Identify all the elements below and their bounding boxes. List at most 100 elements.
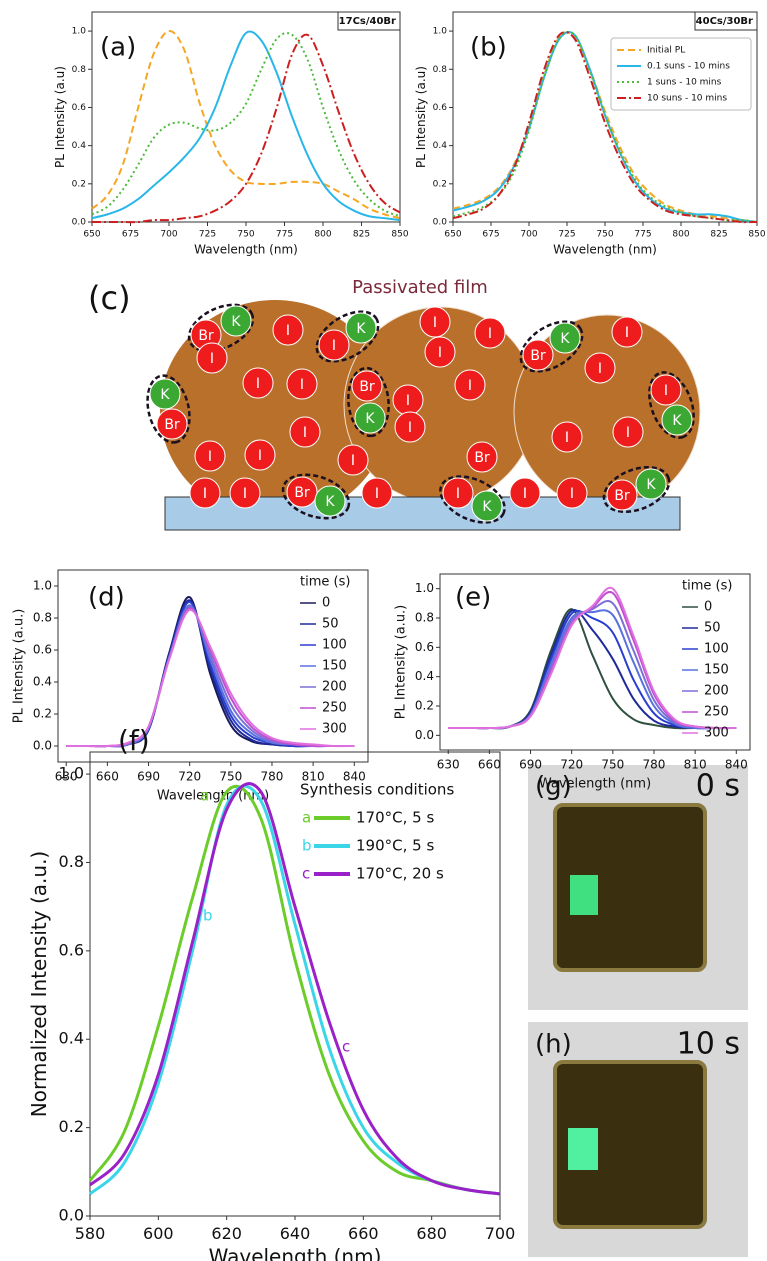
x-tick-label: 580: [75, 1224, 106, 1243]
y-tick-label: 0.8: [433, 65, 448, 75]
ion-label: I: [433, 315, 437, 331]
y-tick-label: 1.0: [59, 764, 84, 783]
y-tick-label: 0.2: [59, 1117, 84, 1136]
ion-label: K: [365, 411, 375, 427]
ion: [345, 312, 377, 344]
y-tick-label: 0.8: [33, 611, 52, 625]
photo: (h) 10 s: [528, 1022, 748, 1257]
ion: [229, 477, 261, 509]
legend-letter: c: [302, 865, 310, 883]
x-axis-label: Wavelength (nm): [209, 1245, 382, 1261]
ion: [194, 440, 226, 472]
series-line: [66, 609, 355, 748]
ion-label: I: [210, 351, 214, 367]
ion: [471, 490, 503, 522]
x-tick-label: 750: [219, 769, 242, 783]
panel-label: (b): [470, 33, 507, 63]
y-tick-label: 0.8: [415, 611, 434, 625]
photo-time: 0 s: [696, 769, 740, 804]
panel-label: (d): [88, 583, 125, 613]
ion: [361, 477, 393, 509]
x-tick-label: 750: [237, 230, 254, 240]
ion-label: I: [565, 430, 569, 446]
panel-label: (h): [535, 1030, 572, 1060]
ion-label: I: [570, 486, 574, 502]
y-axis-label: Normalized Intensity (a.u.): [27, 851, 51, 1117]
ion-label: I: [258, 448, 262, 464]
ion-label: I: [303, 425, 307, 441]
legend-title: time (s): [682, 579, 732, 594]
y-tick-label: 1.0: [33, 579, 52, 593]
plot-frame: [439, 573, 751, 751]
x-tick-label: 690: [137, 769, 160, 783]
y-axis-label: PL Intensity (a.u): [414, 66, 428, 168]
x-tick-label: 690: [519, 757, 542, 771]
ion-label: I: [256, 376, 260, 392]
y-tick-label: 0.0: [433, 218, 448, 228]
ion: [454, 369, 486, 401]
x-tick-label: 700: [485, 1224, 516, 1243]
y-tick-label: 0.4: [59, 1029, 84, 1048]
x-axis-label: Wavelength (nm): [194, 243, 298, 257]
ion-label: I: [332, 338, 336, 354]
legend-label: 50: [704, 621, 721, 636]
legend-label: 100: [704, 642, 729, 657]
series-line: [452, 31, 758, 223]
y-tick-label: 0.0: [72, 218, 87, 228]
annotation: 40Cs/30Br: [696, 16, 753, 27]
plot-frame: [57, 569, 369, 763]
legend-label: 250: [322, 701, 347, 716]
y-tick-label: 0.2: [33, 707, 52, 721]
ion: [156, 408, 188, 440]
ion-label: Br: [164, 417, 180, 433]
x-tick-label: 810: [302, 769, 325, 783]
x-tick-label: 840: [343, 769, 366, 783]
x-tick-label: 680: [416, 1224, 447, 1243]
ion-label: I: [456, 486, 460, 502]
ion-label: Br: [198, 328, 214, 344]
series-line: [91, 30, 401, 220]
legend-label: 190°C, 5 s: [356, 837, 434, 855]
ion: [337, 444, 369, 476]
x-tick-label: 675: [482, 230, 499, 240]
x-tick-label: 660: [478, 757, 501, 771]
ion-label: I: [408, 420, 412, 436]
x-tick-label: 800: [672, 230, 689, 240]
ion-pair-outline: [602, 465, 671, 514]
x-tick-label: 660: [348, 1224, 379, 1243]
y-tick-label: 0.6: [59, 940, 84, 959]
x-tick-label: 660: [96, 769, 119, 783]
series-line: [448, 599, 737, 730]
x-tick-label: 825: [710, 230, 727, 240]
ion-label: I: [523, 486, 527, 502]
x-tick-label: 775: [276, 230, 293, 240]
ion-pair-outline: [146, 374, 191, 444]
chart: 580 600 620 640 660 680 700 0.0 0.2 0.4 0.6 0.8 1.0 W…: [27, 724, 515, 1261]
ion: [556, 477, 588, 509]
ion-label: I: [468, 378, 472, 394]
ion-label: I: [626, 425, 630, 441]
chart: 650 675 700 725 750 775 800 825 850 0.0 0.2 0.4 0.6 0…: [53, 11, 409, 257]
panel-label: (a): [100, 33, 136, 63]
ion: [466, 441, 498, 473]
ion: [509, 477, 541, 509]
photo-time: 10 s: [677, 1027, 740, 1062]
x-tick-label: 720: [560, 757, 583, 771]
curve-label: b: [203, 907, 213, 925]
photo: (g) 0 s: [528, 765, 748, 1010]
ion-label: K: [356, 321, 366, 337]
x-tick-label: 630: [437, 757, 460, 771]
ion-label: I: [438, 345, 442, 361]
series-line: [448, 608, 737, 730]
y-tick-label: 0.2: [72, 179, 86, 189]
x-tick-label: 720: [178, 769, 201, 783]
legend-label: 300: [704, 726, 729, 741]
ion: [442, 477, 474, 509]
ion: [354, 402, 386, 434]
ion-label: K: [231, 314, 241, 330]
ion-label: K: [672, 413, 682, 429]
plot-frame: [89, 751, 501, 1217]
series-line: [88, 782, 501, 1196]
ion-label: Br: [614, 488, 630, 504]
y-tick-label: 1.0: [433, 27, 448, 37]
